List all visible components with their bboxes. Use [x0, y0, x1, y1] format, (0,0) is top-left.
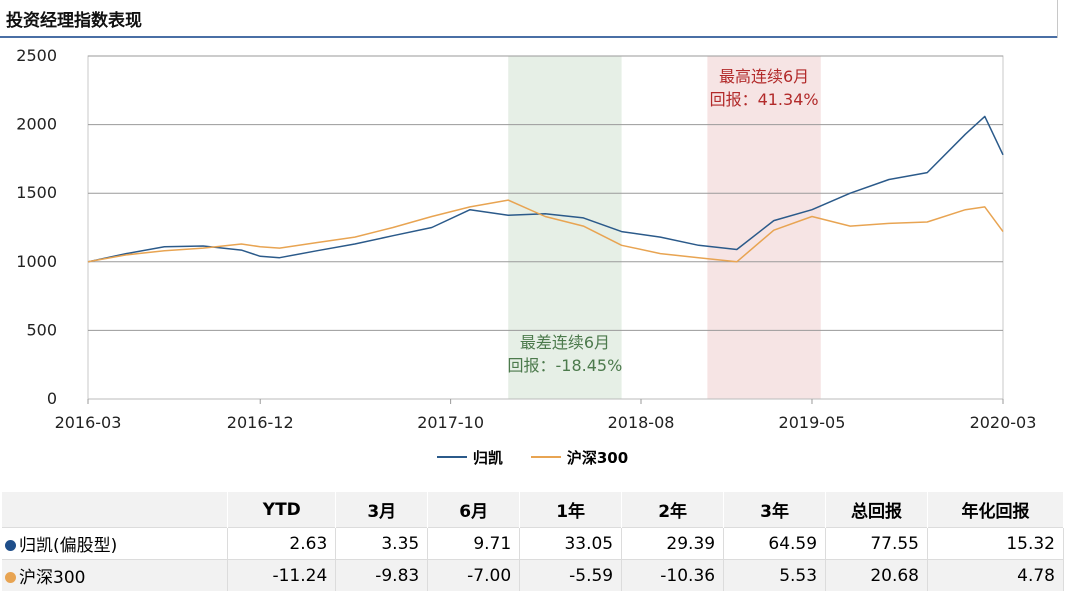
series-dot-icon — [5, 572, 16, 583]
series-dot-icon — [5, 540, 16, 551]
page-title: 投资经理指数表现 — [6, 11, 142, 31]
value-cell: 9.71 — [427, 527, 521, 560]
y-tick-label: 2000 — [16, 115, 57, 134]
value-cell: 29.39 — [621, 527, 725, 560]
band-annotation: 回报：-18.45% — [508, 356, 623, 375]
value-cell: 33.05 — [519, 527, 623, 560]
x-tick-label: 2017-10 — [417, 413, 484, 432]
value-cell: 2.63 — [227, 527, 337, 560]
row-name: 沪深300 — [19, 568, 86, 588]
panel-border — [1057, 0, 1058, 38]
y-tick-label: 2500 — [16, 46, 57, 65]
title-divider — [0, 36, 1058, 38]
x-tick-label: 2018-08 — [608, 413, 675, 432]
band-annotation: 最高连续6月 — [719, 67, 809, 86]
value-cell: 5.53 — [723, 559, 827, 591]
band-annotation: 最差连续6月 — [520, 333, 610, 352]
value-cell: 64.59 — [723, 527, 827, 560]
legend-label: 归凯 — [472, 448, 503, 467]
y-tick-label: 1500 — [16, 183, 57, 202]
value-cell: 15.32 — [927, 527, 1064, 560]
column-header: 总回报 — [825, 492, 928, 528]
table-row: 沪深300 -11.24 -9.83 -7.00 -5.59 -10.36 5.53 20.6… — [2, 559, 1064, 591]
row-name-cell: 归凯(偏股型) — [2, 527, 229, 560]
value-cell: -10.36 — [621, 559, 725, 591]
x-tick-label: 2016-12 — [227, 413, 294, 432]
value-cell: -7.00 — [427, 559, 521, 591]
returns-table: YTD 3月 6月 1年 2年 3年 总回报 年化回报 归凯(偏股型) 2.63 3.35 9.71… — [2, 492, 1064, 591]
row-name: 归凯(偏股型) — [19, 536, 118, 556]
row-name-cell: 沪深300 — [2, 559, 229, 591]
y-tick-label: 500 — [26, 320, 57, 339]
column-header: 3月 — [335, 492, 429, 528]
line-chart: 2500 2000 1500 1000 500 0 2016-03 2016-12 2017-1… — [16, 46, 1037, 432]
y-tick-label: 1000 — [16, 252, 57, 271]
column-header: 1年 — [519, 492, 623, 528]
legend-swatch — [436, 456, 467, 458]
column-header: YTD — [227, 492, 337, 528]
value-cell: 4.78 — [927, 559, 1064, 591]
value-cell: -11.24 — [227, 559, 337, 591]
column-header: 3年 — [723, 492, 827, 528]
legend-item[interactable]: 沪深300 — [530, 447, 629, 468]
band-annotation: 回报：41.34% — [710, 90, 819, 109]
x-tick-label: 2019-05 — [779, 413, 846, 432]
column-header: 6月 — [427, 492, 521, 528]
legend-swatch — [530, 456, 561, 458]
value-cell: -9.83 — [335, 559, 429, 591]
legend-label: 沪深300 — [566, 448, 629, 467]
highlight-band-0 — [508, 56, 622, 399]
value-cell: 77.55 — [825, 527, 928, 560]
series-line-1 — [87, 199, 1004, 263]
chart-legend: 归凯 沪深300 — [0, 444, 1065, 468]
column-header — [2, 492, 229, 528]
legend-item[interactable]: 归凯 — [436, 447, 503, 468]
column-header: 2年 — [621, 492, 725, 528]
x-tick-label: 2020-03 — [970, 413, 1037, 432]
value-cell: 20.68 — [825, 559, 928, 591]
x-tick-label: 2016-03 — [55, 413, 122, 432]
value-cell: 3.35 — [335, 527, 429, 560]
value-cell: -5.59 — [519, 559, 623, 591]
table-row: 归凯(偏股型) 2.63 3.35 9.71 33.05 29.39 64.59 77.55 1… — [2, 527, 1064, 560]
series-line-0 — [87, 115, 1004, 263]
column-header: 年化回报 — [927, 492, 1064, 528]
y-tick-label: 0 — [47, 389, 57, 408]
